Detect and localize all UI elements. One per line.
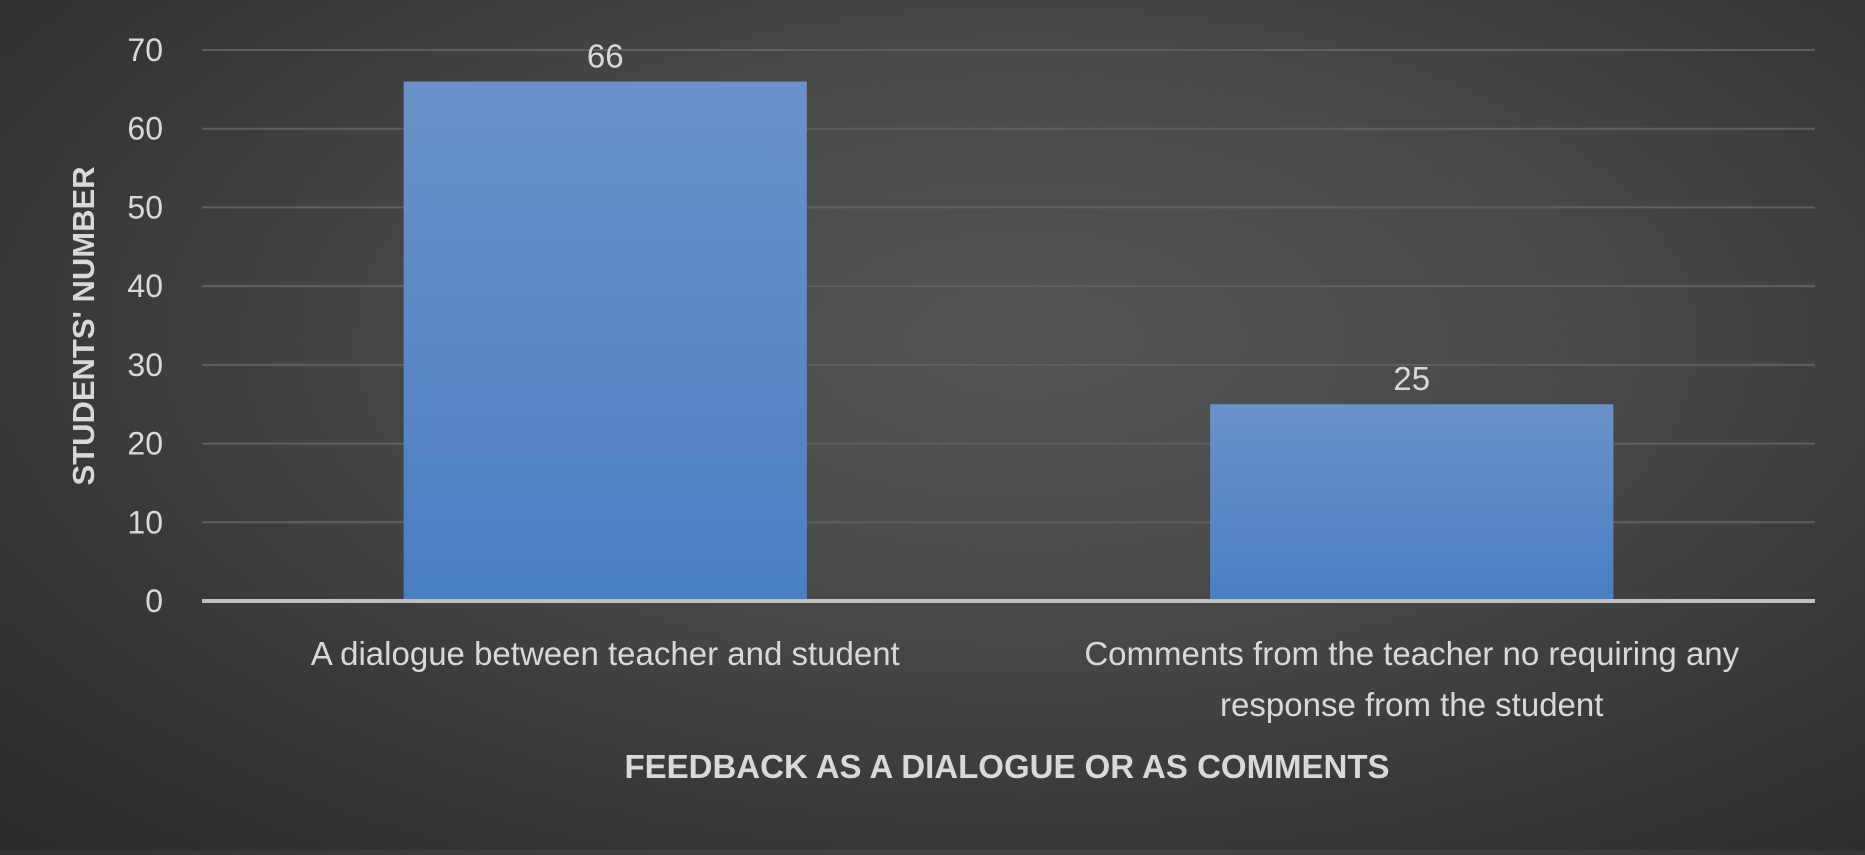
data-labels: 66 25 xyxy=(587,37,1430,397)
data-label: 66 xyxy=(587,37,624,74)
y-tick-label: 70 xyxy=(127,32,163,68)
x-tick-label: A dialogue between teacher and student xyxy=(311,635,900,672)
bar xyxy=(1210,404,1614,601)
x-axis-category-labels: A dialogue between teacher and student Co… xyxy=(311,635,1740,723)
bars xyxy=(403,81,1614,601)
y-tick-label: 0 xyxy=(145,583,163,619)
data-label: 25 xyxy=(1393,360,1430,397)
y-tick-label: 10 xyxy=(127,504,163,540)
y-tick-label: 20 xyxy=(127,426,163,462)
bar xyxy=(403,81,807,601)
x-tick-label: response from the student xyxy=(1220,686,1603,723)
y-axis-tick-labels: 0 10 20 30 40 50 60 70 xyxy=(127,32,163,619)
y-tick-label: 50 xyxy=(127,189,163,225)
x-tick-label: Comments from the teacher no requiring a… xyxy=(1084,635,1739,672)
y-tick-label: 30 xyxy=(127,347,163,383)
x-axis-title: FEEDBACK AS A DIALOGUE OR AS COMMENTS xyxy=(624,748,1389,785)
y-axis-title: STUDENTS' NUMBER xyxy=(66,166,101,485)
y-tick-label: 40 xyxy=(127,268,163,304)
y-tick-label: 60 xyxy=(127,111,163,147)
